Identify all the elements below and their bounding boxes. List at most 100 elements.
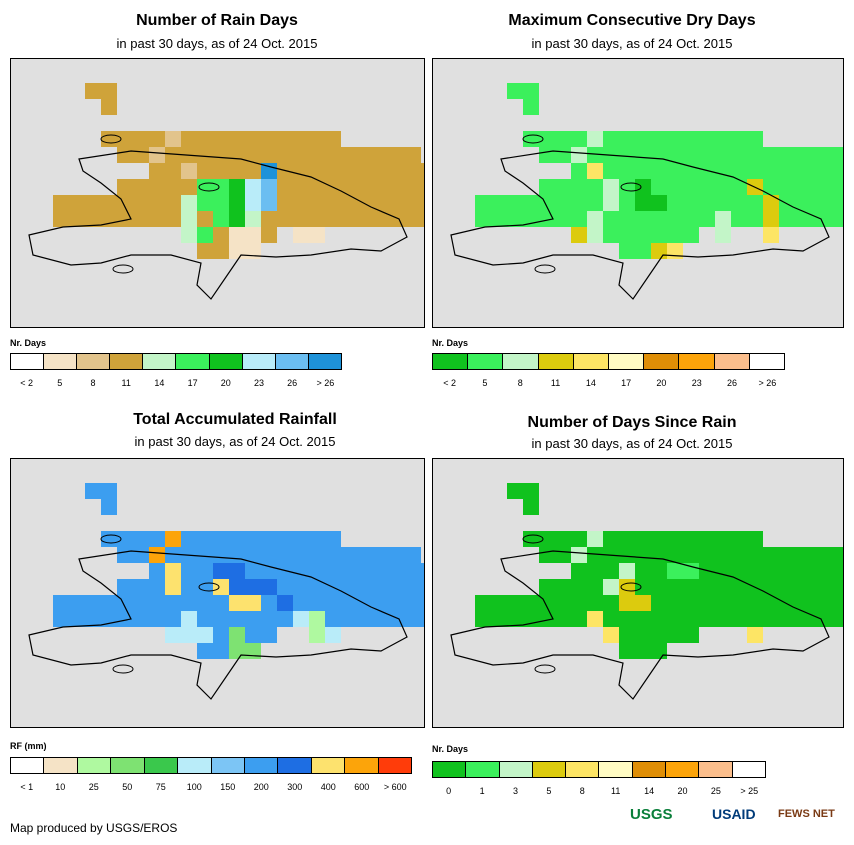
grid-cell bbox=[165, 163, 181, 179]
grid-cell bbox=[229, 579, 245, 595]
grid-cell bbox=[245, 531, 261, 547]
grid-cell bbox=[747, 531, 763, 547]
grid-cell bbox=[779, 563, 795, 579]
grid-cell bbox=[229, 627, 245, 643]
usgs-logo: USGS bbox=[630, 806, 673, 823]
legend-label: 3 bbox=[512, 786, 519, 796]
grid-cell bbox=[357, 147, 373, 163]
grid-cell bbox=[277, 195, 293, 211]
grid-cell bbox=[357, 195, 373, 211]
grid-cell bbox=[197, 211, 213, 227]
grid-cell bbox=[213, 243, 229, 259]
grid-cell bbox=[763, 579, 779, 595]
grid-cell bbox=[213, 147, 229, 163]
grid-cell bbox=[683, 147, 699, 163]
grid-cell bbox=[229, 131, 245, 147]
panel-subtitle: in past 30 days, as of 24 Oct. 2015 bbox=[116, 36, 318, 51]
island-outline bbox=[198, 582, 220, 592]
grid-cell bbox=[747, 195, 763, 211]
grid-cell bbox=[197, 547, 213, 563]
grid-cell bbox=[619, 211, 635, 227]
grid-cell bbox=[293, 611, 309, 627]
grid-cell bbox=[261, 195, 277, 211]
grid-cell bbox=[619, 547, 635, 563]
grid-cell bbox=[603, 195, 619, 211]
grid-cell bbox=[619, 163, 635, 179]
credit-text: Map produced by USGS/EROS bbox=[10, 821, 178, 835]
grid-cell bbox=[539, 147, 555, 163]
grid-cell bbox=[491, 195, 507, 211]
grid-cell bbox=[555, 531, 571, 547]
grid-cell bbox=[811, 163, 827, 179]
grid-cell bbox=[571, 579, 587, 595]
legend-swatch bbox=[714, 354, 750, 369]
grid-cell bbox=[245, 627, 261, 643]
grid-cell bbox=[667, 163, 683, 179]
grid-cell bbox=[341, 195, 357, 211]
grid-cell bbox=[389, 211, 405, 227]
grid-cell bbox=[405, 163, 421, 179]
grid-cell bbox=[731, 547, 747, 563]
grid-cell bbox=[587, 579, 603, 595]
grid-cell bbox=[261, 627, 277, 643]
grid-cell bbox=[571, 595, 587, 611]
grid-cell bbox=[245, 547, 261, 563]
grid-cell bbox=[405, 179, 421, 195]
legend-swatch bbox=[609, 354, 645, 369]
grid-cell bbox=[699, 179, 715, 195]
grid-cell bbox=[293, 131, 309, 147]
grid-cell bbox=[587, 547, 603, 563]
grid-cell bbox=[523, 531, 539, 547]
grid-cell bbox=[101, 195, 117, 211]
grid-cell bbox=[197, 595, 213, 611]
grid-cell bbox=[731, 595, 747, 611]
grid-cell bbox=[747, 627, 763, 643]
grid-cell bbox=[117, 131, 133, 147]
legend-label: 23 bbox=[253, 378, 265, 388]
panel-title: Number of Days Since Rain bbox=[527, 414, 737, 431]
grid-cell bbox=[309, 563, 325, 579]
legend-label: 100 bbox=[186, 782, 202, 792]
grid-cell bbox=[811, 547, 827, 563]
grid-cell bbox=[571, 163, 587, 179]
grid-cell bbox=[197, 627, 213, 643]
grid-cell bbox=[277, 131, 293, 147]
grid-cell bbox=[293, 563, 309, 579]
grid-cell bbox=[715, 131, 731, 147]
coastline bbox=[28, 150, 408, 300]
grid-cell bbox=[341, 611, 357, 627]
island-outline bbox=[620, 182, 642, 192]
grid-cell bbox=[277, 595, 293, 611]
grid-cell bbox=[555, 147, 571, 163]
grid-cell bbox=[715, 563, 731, 579]
grid-cell bbox=[373, 163, 389, 179]
map-rainfall bbox=[10, 458, 425, 728]
legend-swatch bbox=[244, 758, 279, 773]
grid-cell bbox=[261, 227, 277, 243]
legend-swatch bbox=[278, 758, 312, 773]
grid-cell bbox=[341, 579, 357, 595]
grid-cell bbox=[421, 211, 424, 227]
grid-cell bbox=[635, 611, 651, 627]
panel-title: Number of Rain Days bbox=[136, 12, 298, 29]
grid-cell bbox=[117, 579, 133, 595]
grid-cell bbox=[213, 227, 229, 243]
grid-cell bbox=[309, 547, 325, 563]
grid-cell bbox=[181, 627, 197, 643]
legend-label: 14 bbox=[644, 786, 655, 796]
grid-cell bbox=[555, 595, 571, 611]
grid-cell bbox=[523, 99, 539, 115]
grid-cell bbox=[293, 147, 309, 163]
grid-cell bbox=[325, 211, 341, 227]
grid-cell bbox=[763, 595, 779, 611]
grid-cell bbox=[603, 227, 619, 243]
panel-subtitle: in past 30 days, as of 24 Oct. 2015 bbox=[531, 436, 733, 451]
grid-cell bbox=[555, 195, 571, 211]
legend-label: 11 bbox=[611, 786, 621, 796]
grid-cell bbox=[571, 227, 587, 243]
grid-cell bbox=[667, 595, 683, 611]
legend-label: 150 bbox=[220, 782, 236, 792]
coastline bbox=[28, 550, 408, 700]
legend-swatch bbox=[433, 354, 469, 369]
legend-swatch bbox=[209, 354, 243, 369]
